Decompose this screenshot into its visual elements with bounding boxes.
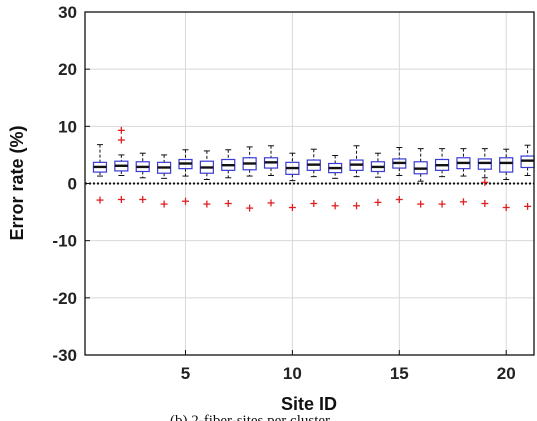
box-site-21: [520, 144, 535, 210]
outlier-marker: [139, 196, 147, 204]
outlier-marker: [459, 198, 467, 206]
outlier-marker: [117, 136, 125, 144]
y-tick-label: 0: [68, 175, 77, 194]
outlier-marker: [438, 200, 446, 208]
outlier-marker: [117, 196, 125, 204]
box-site-5: [178, 149, 193, 205]
y-tick-label: 20: [58, 60, 77, 79]
outlier-marker: [502, 204, 510, 212]
box-site-13: [349, 145, 364, 210]
outlier-marker: [96, 196, 104, 204]
y-tick-label: 30: [58, 3, 77, 22]
x-tick-label: 20: [497, 364, 516, 383]
box-site-10: [285, 152, 300, 212]
y-tick-label: -30: [52, 346, 77, 365]
x-tick-label: 15: [390, 364, 409, 383]
box-site-2: [114, 126, 129, 204]
figure-caption: (b) 2-fiber-sites per cluster: [170, 413, 330, 421]
box-site-18: [456, 148, 471, 206]
box-site-7: [221, 149, 236, 208]
outlier-marker: [288, 204, 296, 212]
box-iqr: [499, 157, 514, 173]
outlier-marker: [203, 200, 211, 208]
x-ticks: 5 10 15 20: [181, 350, 516, 383]
box-site-16: [413, 148, 428, 208]
box-site-12: [328, 154, 343, 210]
box-site-20: [499, 148, 514, 212]
outlier-marker: [353, 202, 361, 210]
outlier-marker: [181, 197, 189, 205]
outlier-marker: [481, 178, 489, 186]
y-tick-label: 10: [58, 117, 77, 136]
box-site-8: [242, 146, 257, 212]
y-ticks: -30 -20 -10 0 10 20 30: [52, 3, 90, 365]
box-site-11: [306, 148, 321, 208]
outlier-marker: [417, 200, 425, 208]
box-site-14: [370, 152, 386, 206]
x-axis-label: Site ID: [281, 394, 337, 414]
box-site-17: [434, 148, 450, 208]
box-site-4: [157, 154, 172, 208]
box-site-19: [477, 148, 492, 208]
outlier-marker: [481, 200, 489, 208]
outlier-marker: [117, 126, 125, 134]
y-tick-label: -20: [52, 289, 77, 308]
outlier-marker: [374, 198, 382, 206]
outlier-marker: [224, 200, 232, 208]
outlier-marker: [310, 200, 318, 208]
outlier-marker: [395, 196, 403, 204]
box-site-1: [92, 144, 108, 204]
box-site-9: [263, 145, 279, 207]
box-site-3: [135, 152, 150, 204]
y-axis-label: Error rate (%): [7, 125, 27, 240]
x-tick-label: 10: [283, 364, 302, 383]
outlier-marker: [246, 204, 254, 212]
boxes-group: [92, 126, 535, 212]
box-site-6: [199, 150, 214, 208]
outlier-marker: [160, 200, 168, 208]
y-tick-label: -10: [52, 232, 77, 251]
outlier-marker: [267, 199, 275, 207]
outlier-marker: [524, 202, 532, 210]
outlier-marker: [331, 202, 339, 210]
x-tick-label: 5: [181, 364, 190, 383]
box-site-15: [392, 146, 407, 204]
